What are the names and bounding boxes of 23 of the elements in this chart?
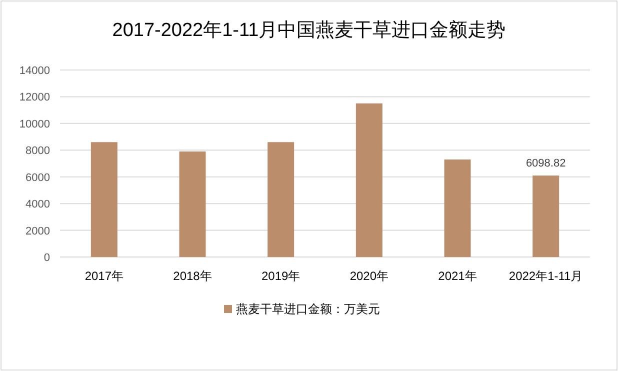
x-tick-label: 2021年 — [438, 269, 477, 283]
data-label: 6098.82 — [526, 158, 566, 170]
bar — [532, 176, 560, 257]
y-tick-label: 10000 — [19, 118, 50, 130]
bar — [444, 159, 471, 257]
y-tick-label: 8000 — [26, 145, 50, 158]
bar — [356, 103, 382, 257]
y-tick-label: 12000 — [19, 92, 50, 104]
x-tick-label: 2018年 — [173, 269, 212, 283]
chart-title: 2017-2022年1-11月中国燕麦干草进口金额走势 — [112, 19, 506, 41]
bar — [90, 142, 118, 257]
y-tick-label: 0 — [44, 252, 50, 264]
y-tick-label: 6000 — [26, 172, 50, 184]
y-tick-label: 4000 — [26, 198, 50, 211]
x-tick-label: 2022年1-11月 — [508, 269, 583, 283]
x-tick-label: 2017年 — [84, 269, 124, 283]
legend-label: 燕麦干草进口金额：万美元 — [236, 302, 380, 316]
y-tick-label: 2000 — [26, 225, 50, 238]
bar — [268, 142, 294, 257]
x-tick-label: 2019年 — [261, 269, 300, 283]
x-tick-label: 2020年 — [350, 269, 389, 283]
bar — [179, 151, 206, 257]
y-tick-label: 14000 — [19, 65, 50, 77]
